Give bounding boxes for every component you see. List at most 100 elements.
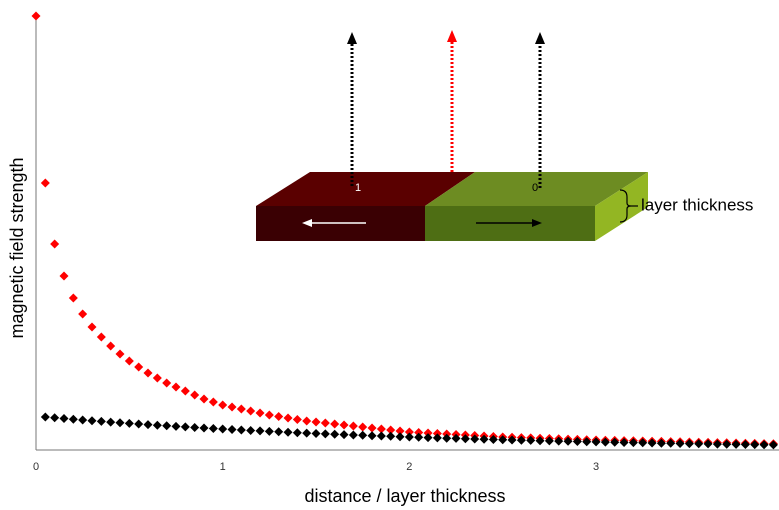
arrow-head — [532, 219, 542, 227]
point — [274, 427, 284, 437]
point — [78, 415, 88, 425]
point — [367, 431, 377, 441]
bit-label: 0 — [532, 182, 538, 194]
point — [768, 440, 778, 450]
point — [143, 420, 153, 430]
inset-diagram: 1 0 layer thickness — [256, 30, 753, 241]
point — [647, 438, 657, 448]
point — [684, 439, 694, 449]
point — [162, 421, 172, 431]
arrow-head — [302, 219, 312, 227]
point — [582, 437, 592, 447]
point — [40, 178, 50, 188]
point — [563, 436, 573, 446]
point — [610, 437, 620, 447]
point — [208, 397, 218, 407]
point — [292, 415, 302, 424]
point — [180, 422, 190, 432]
point — [246, 406, 256, 416]
point — [460, 434, 470, 444]
point — [96, 332, 106, 342]
arrow-head — [347, 32, 357, 44]
point — [750, 440, 760, 450]
point — [330, 419, 340, 429]
point — [87, 416, 97, 426]
point — [68, 414, 78, 424]
point — [96, 416, 106, 426]
point — [180, 386, 190, 396]
point — [348, 421, 358, 431]
point — [143, 368, 153, 378]
point — [442, 433, 452, 443]
point — [134, 419, 144, 429]
point — [386, 425, 396, 435]
point — [526, 435, 536, 445]
point — [106, 341, 116, 351]
point — [488, 435, 498, 444]
point — [395, 426, 405, 436]
point — [591, 437, 601, 447]
point — [302, 416, 312, 426]
x-tick-label: 1 — [220, 461, 226, 473]
point — [666, 438, 676, 448]
point — [722, 439, 732, 449]
point — [656, 438, 666, 448]
point — [134, 362, 144, 372]
point — [124, 356, 134, 366]
point — [124, 418, 134, 428]
point — [395, 432, 405, 442]
point — [199, 423, 209, 433]
point — [731, 439, 741, 449]
point — [152, 420, 162, 430]
point — [246, 426, 256, 435]
point — [162, 378, 172, 388]
magnet-side — [595, 172, 648, 241]
point — [386, 431, 396, 441]
point — [712, 439, 722, 449]
point — [152, 373, 162, 383]
point — [414, 428, 424, 437]
point — [423, 433, 433, 443]
point — [759, 440, 769, 450]
point — [236, 425, 246, 435]
point — [404, 427, 414, 437]
point — [208, 424, 218, 433]
point — [498, 435, 508, 445]
point — [694, 439, 704, 449]
x-tick-label: 2 — [406, 461, 412, 473]
point — [554, 436, 564, 446]
point — [115, 418, 125, 428]
point — [199, 394, 209, 404]
arrow-head — [535, 32, 545, 44]
point — [311, 429, 321, 438]
point — [190, 390, 200, 400]
point — [479, 434, 489, 444]
bit-label: 1 — [355, 182, 361, 194]
arrow-head — [447, 30, 457, 42]
point — [236, 404, 246, 414]
point — [255, 426, 265, 436]
point — [339, 430, 349, 440]
point — [423, 428, 433, 438]
thickness-label: layer thickness — [641, 195, 753, 214]
point — [470, 434, 480, 444]
point — [283, 413, 293, 423]
point — [106, 417, 116, 427]
point — [675, 439, 685, 448]
point — [367, 423, 377, 433]
point — [451, 433, 461, 443]
point — [600, 437, 610, 447]
x-tick-label: 3 — [593, 461, 599, 473]
axes — [35, 12, 779, 451]
y-axis-title: magnetic field strength — [7, 157, 27, 338]
point — [516, 435, 526, 445]
point — [31, 11, 41, 21]
point — [59, 271, 69, 281]
point — [264, 426, 274, 436]
point — [255, 408, 265, 418]
point — [432, 433, 442, 443]
point — [40, 412, 50, 422]
point — [330, 429, 340, 439]
